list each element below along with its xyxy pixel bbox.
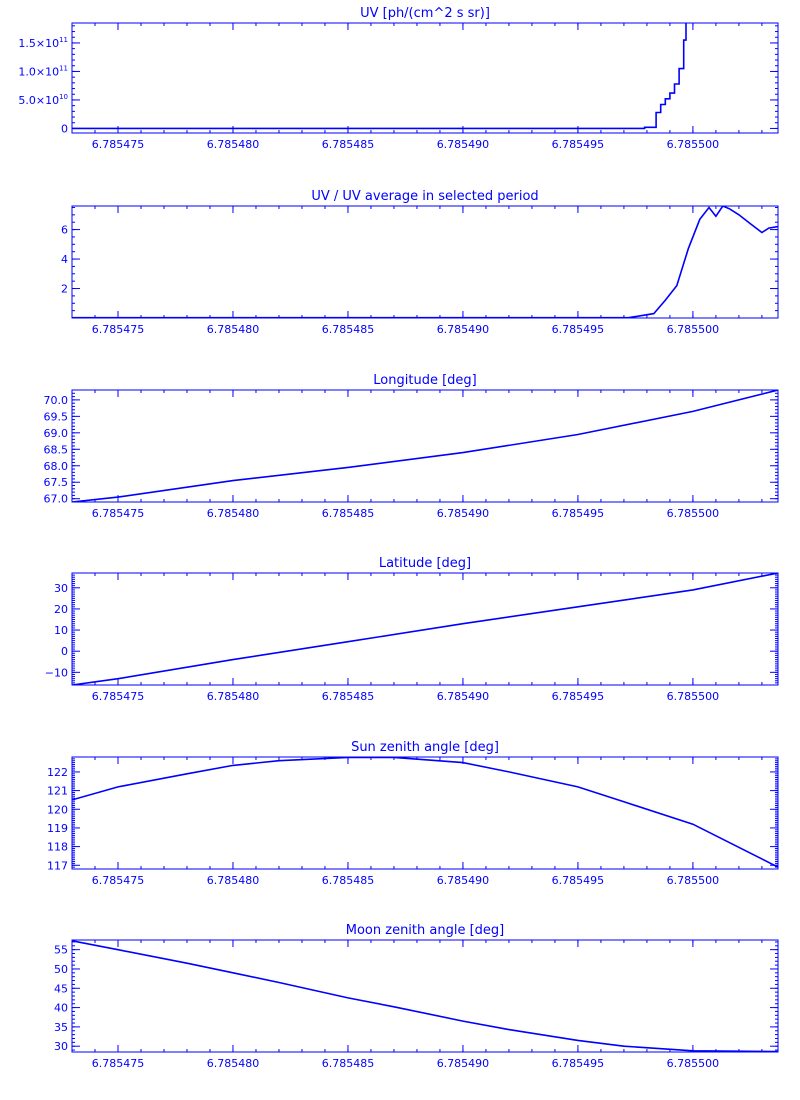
chart-5-ytick-label: 55: [54, 944, 68, 957]
chart-5-ytick-label: 40: [54, 1002, 68, 1015]
chart-0-xtick-label: 6.785480: [207, 138, 260, 151]
chart-3-ytick-label: 10: [54, 624, 68, 637]
chart-5-xtick-label: 6.785485: [322, 1057, 375, 1070]
chart-2-title: Longitude [deg]: [373, 373, 476, 388]
chart-5-xtick-label: 6.785490: [437, 1057, 490, 1070]
chart-1-ytick-label: 4: [61, 253, 68, 266]
panel-uv: UV [ph/(cm^2 s sr)] 6.785475 6.785480 6.785…: [18, 6, 779, 151]
chart-4-xtick-label: 6.785480: [207, 874, 260, 887]
chart-2-series-line: [72, 390, 778, 502]
chart-4-ytick-label: 122: [47, 766, 68, 779]
chart-2-ytick-label: 68.0: [44, 460, 69, 473]
chart-4-frame: [71, 756, 779, 870]
chart-0-ytick-label: 0: [61, 122, 68, 135]
chart-3-ytick-label: 20: [54, 603, 68, 616]
chart-3-ytick-label: 0: [61, 645, 68, 658]
chart-0-xtick-label: 6.785485: [322, 138, 375, 151]
chart-2-ytick-label: 70.0: [44, 394, 69, 407]
chart-4-ytick-label: 121: [47, 785, 68, 798]
chart-1-title: UV / UV average in selected period: [311, 189, 538, 204]
chart-2-ytick-label: 67.0: [44, 493, 69, 506]
chart-5-frame: [71, 939, 779, 1053]
chart-4-xtick-label: 6.785485: [322, 874, 375, 887]
chart-3-ytick-label: −10: [45, 666, 68, 679]
panel-latitude: Latitude [deg] 6.785475 6.785480 6.785485 6.…: [45, 556, 779, 703]
chart-3-xtick-label: 6.785495: [552, 690, 605, 703]
chart-4-xtick-label: 6.785495: [552, 874, 605, 887]
chart-5-xtick-label: 6.785480: [207, 1057, 260, 1070]
chart-2-xtick-label: 6.785490: [437, 507, 490, 520]
chart-2-ytick-label: 67.5: [44, 476, 69, 489]
chart-0-xtick-label: 6.785495: [552, 138, 605, 151]
chart-3-xtick-label: 6.785475: [92, 690, 145, 703]
chart-0-frame: [71, 22, 779, 134]
chart-2-xtick-label: 6.785500: [667, 507, 720, 520]
chart-2-xtick-label: 6.785480: [207, 507, 260, 520]
chart-0-ytick-label: 1.5×1011: [18, 36, 68, 50]
chart-1-xtick-label: 6.785500: [667, 323, 720, 336]
chart-0-xtick-label: 6.785500: [667, 138, 720, 151]
chart-1-ytick-label: 2: [61, 283, 68, 296]
chart-5-ytick-label: 35: [54, 1021, 68, 1034]
panel-sun-zenith: Sun zenith angle [deg] 6.785475 6.785480 6.…: [47, 740, 779, 887]
chart-2-ytick-label: 69.5: [44, 410, 69, 423]
chart-4-xtick-label: 6.785490: [437, 874, 490, 887]
chart-4-xtick-label: 6.785475: [92, 874, 145, 887]
panel-longitude: Longitude [deg] 6.785475 6.785480 6.785485 6…: [44, 373, 779, 520]
chart-0-ytick-label: 5.0×1010: [18, 93, 68, 107]
chart-2-xtick-label: 6.785485: [322, 507, 375, 520]
chart-0-xtick-label: 6.785475: [92, 138, 145, 151]
chart-3-xtick-label: 6.785480: [207, 690, 260, 703]
panel-uv-ratio: UV / UV average in selected period 6.7854…: [61, 189, 779, 336]
chart-2-frame: [71, 389, 779, 503]
chart-1-xtick-label: 6.785480: [207, 323, 260, 336]
chart-5-xtick-label: 6.785475: [92, 1057, 145, 1070]
chart-4-series-line: [72, 757, 778, 868]
chart-1-series-line: [72, 206, 778, 318]
chart-5-ytick-label: 30: [54, 1040, 68, 1053]
chart-0-xtick-label: 6.785490: [437, 138, 490, 151]
chart-1-ytick-label: 6: [61, 224, 68, 237]
chart-2-ytick-label: 69.0: [44, 427, 69, 440]
panel-moon-zenith: Moon zenith angle [deg] 6.785475 6.785480 6…: [54, 923, 779, 1070]
chart-4-ytick-label: 119: [47, 822, 68, 835]
chart-5-ytick-label: 45: [54, 982, 68, 995]
chart-5-series-line: [72, 940, 778, 1052]
chart-3-xtick-label: 6.785490: [437, 690, 490, 703]
chart-1-xtick-label: 6.785475: [92, 323, 145, 336]
chart-3-title: Latitude [deg]: [379, 556, 471, 571]
chart-4-title: Sun zenith angle [deg]: [351, 740, 499, 755]
chart-0-series-line: [72, 23, 687, 130]
chart-4-xtick-label: 6.785500: [667, 874, 720, 887]
chart-1-xtick-label: 6.785485: [322, 323, 375, 336]
chart-4-ytick-label: 120: [47, 803, 68, 816]
chart-5-ytick-label: 50: [54, 963, 68, 976]
chart-5-title: Moon zenith angle [deg]: [346, 923, 504, 938]
chart-1-xtick-label: 6.785490: [437, 323, 490, 336]
chart-3-xtick-label: 6.785485: [322, 690, 375, 703]
chart-3-ytick-label: 30: [54, 582, 68, 595]
chart-2-xtick-label: 6.785475: [92, 507, 145, 520]
chart-3-xtick-label: 6.785500: [667, 690, 720, 703]
chart-2-ytick-label: 68.5: [44, 443, 69, 456]
chart-3-frame: [71, 572, 779, 686]
chart-0-ytick-label: 1.0×1011: [18, 64, 68, 78]
chart-1-xtick-label: 6.785495: [552, 323, 605, 336]
chart-5-xtick-label: 6.785500: [667, 1057, 720, 1070]
chart-5-xtick-label: 6.785495: [552, 1057, 605, 1070]
chart-2-xtick-label: 6.785495: [552, 507, 605, 520]
chart-0-title: UV [ph/(cm^2 s sr)]: [360, 6, 490, 21]
chart-4-ytick-label: 117: [47, 859, 68, 872]
chart-1-frame: [71, 205, 779, 319]
chart-4-ytick-label: 118: [47, 841, 68, 854]
chart-3-series-line: [72, 573, 778, 685]
